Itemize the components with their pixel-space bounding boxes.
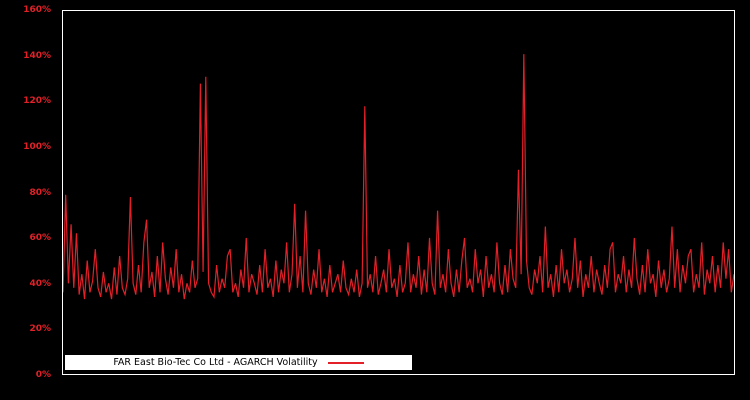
- y-tick-label: 80%: [29, 187, 51, 198]
- y-tick-label: 60%: [29, 233, 51, 244]
- y-tick-label: 140%: [23, 50, 51, 61]
- y-tick-label: 100%: [23, 141, 51, 152]
- y-tick-label: 40%: [29, 278, 51, 289]
- legend: FAR East Bio-Tec Co Ltd - AGARCH Volatil…: [65, 355, 412, 370]
- volatility-series-line: [63, 54, 734, 300]
- y-tick-label: 20%: [29, 324, 51, 335]
- y-tick-label: 160%: [23, 5, 51, 15]
- legend-label: FAR East Bio-Tec Co Ltd - AGARCH Volatil…: [113, 357, 318, 368]
- legend-line-sample: [327, 361, 364, 364]
- y-tick-label: 0%: [35, 370, 51, 380]
- plot-area: FAR East Bio-Tec Co Ltd - AGARCH Volatil…: [62, 10, 735, 375]
- y-tick-label: 120%: [23, 96, 51, 107]
- y-axis: 160% 140% 120% 100% 80% 60% 40% 20% 0%: [0, 5, 56, 380]
